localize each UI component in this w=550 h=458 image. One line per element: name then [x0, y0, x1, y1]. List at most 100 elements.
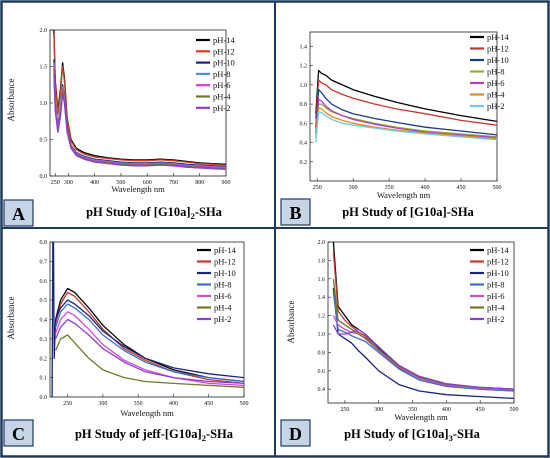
y-tick-label: 0.2 — [300, 160, 308, 166]
series-line-ph-2 — [55, 318, 244, 385]
x-tick-label: 250 — [51, 180, 60, 186]
legend-entry: pH-10 — [487, 55, 509, 65]
chart-panel-c: 250 300 350 400 450 500 0.0 0.1 0.2 0.3 0.4 0.5 0.6 0… — [3, 240, 249, 447]
x-tick-label: 250 — [340, 407, 349, 413]
legend-entry: pH-4 — [487, 90, 505, 100]
legend-entry: pH-4 — [214, 303, 232, 313]
y-tick-label: 1.0 — [40, 101, 48, 107]
y-tick-label: 1.8 — [318, 258, 326, 264]
legend-entry: pH-14 — [487, 245, 509, 255]
legend-entry: pH-2 — [214, 314, 231, 324]
x-tick-label: 500 — [510, 407, 519, 413]
series-line-ph-12 — [315, 79, 497, 126]
y-tick-label: 1.4 — [318, 295, 326, 301]
panel-label: A — [12, 204, 25, 224]
x-tick-label: 400 — [169, 401, 178, 407]
y-tick-label: 2.0 — [40, 28, 48, 34]
series-line-ph-6 — [315, 98, 497, 139]
x-tick-label: 600 — [143, 180, 152, 186]
legend-entry: pH-2 — [487, 314, 504, 324]
legend-entry: pH-12 — [213, 46, 235, 56]
x-tick-label: 350 — [408, 407, 417, 413]
legend-entry: pH-12 — [487, 257, 509, 267]
x-tick-label: 400 — [90, 180, 99, 186]
x-tick-label: 500 — [240, 401, 249, 407]
y-tick-label: 1.0 — [318, 332, 326, 338]
series-line-ph-4 — [55, 334, 244, 388]
legend-entry: pH-14 — [487, 32, 509, 42]
x-tick-label: 450 — [457, 185, 466, 191]
y-tick-label: 0.6 — [300, 121, 308, 127]
y-axis-label: Absorbance — [286, 301, 296, 344]
y-tick-label: 0.8 — [318, 350, 326, 356]
x-tick-label: 450 — [204, 401, 213, 407]
legend-entry: pH-6 — [213, 80, 230, 90]
x-tick-label: 250 — [63, 401, 72, 407]
legend-entry: pH-2 — [487, 101, 504, 111]
legend-entry: pH-14 — [213, 35, 235, 45]
series-line-ph-8 — [332, 292, 514, 392]
y-tick-label: 1.5 — [40, 65, 48, 71]
series-line-ph-10 — [51, 242, 244, 397]
panel-caption: pH Study of [G10a]3-SHa — [344, 427, 481, 443]
legend-entry: pH-6 — [214, 291, 231, 301]
series-line-ph-4 — [315, 107, 497, 140]
chart-panel-a: 250 300 400 500 600 700 800 900 0.0 0.5 1.0 1.5 2.0 W… — [3, 28, 235, 227]
series-line-ph-14 — [315, 69, 497, 123]
y-tick-label: 0.2 — [40, 356, 48, 362]
series-line-ph-14 — [54, 287, 244, 383]
x-tick-label: 800 — [195, 180, 204, 186]
y-tick-label: 0.7 — [40, 259, 48, 265]
legend-entry: pH-4 — [487, 303, 505, 313]
legend-entry: pH-14 — [214, 245, 236, 255]
y-tick-label: 0.5 — [40, 298, 48, 304]
x-tick-label: 350 — [385, 185, 394, 191]
x-tick-label: 300 — [374, 407, 383, 413]
legend-entry: pH-4 — [213, 92, 231, 102]
chart-panel-b: 250 300 350 400 450 500 0.2 0.4 0.6 0.8 1.0 1.2 1.4 W… — [280, 31, 509, 226]
panel-badge — [280, 419, 311, 447]
x-tick-label: 450 — [476, 407, 485, 413]
panel-badge — [3, 419, 34, 447]
x-axis-label: Wavelength nm — [120, 408, 174, 418]
legend-entry: pH-10 — [214, 268, 236, 278]
panel-caption: pH Study of jeff-[G10a]2-SHa — [75, 427, 234, 443]
x-axis-label: Wavelength nm — [111, 184, 165, 194]
y-tick-label: 1.2 — [318, 314, 326, 320]
legend-entry: pH-8 — [487, 67, 504, 77]
x-tick-label: 300 — [98, 401, 107, 407]
series-line-ph-12 — [53, 33, 226, 166]
y-tick-label: 0.4 — [318, 387, 326, 393]
x-tick-label: 900 — [222, 180, 231, 186]
y-axis-label: Absorbance — [6, 297, 16, 340]
series-line-ph-10 — [315, 89, 497, 136]
x-axis-label: Wavelength nm — [377, 190, 431, 200]
series-line-ph-6 — [332, 315, 514, 391]
x-tick-label: 300 — [64, 180, 73, 186]
series-line-ph-2 — [315, 111, 497, 143]
y-tick-label: 1.4 — [300, 44, 308, 50]
y-axis-label: Absorbance — [6, 79, 16, 122]
series-line-ph-10 — [332, 287, 514, 400]
legend-entry: pH-2 — [213, 103, 230, 113]
x-tick-label: 500 — [493, 185, 502, 191]
y-tick-label: 0.0 — [40, 395, 48, 401]
panel-badge — [280, 198, 311, 226]
x-tick-label: 500 — [116, 180, 125, 186]
y-tick-label: 0.1 — [40, 376, 48, 382]
x-tick-label: 700 — [169, 180, 178, 186]
series-line-ph-2 — [53, 73, 226, 171]
y-tick-label: 0.4 — [300, 141, 308, 147]
plot-area — [309, 31, 498, 182]
y-tick-label: 0.6 — [318, 369, 326, 375]
y-tick-label: 0.8 — [40, 240, 48, 246]
x-tick-label: 400 — [442, 407, 451, 413]
panel-caption: pH Study of [G10a]-SHa — [342, 205, 474, 219]
panel-caption: pH Study of [G10a]2-SHa — [86, 205, 223, 221]
y-tick-label: 0.4 — [40, 318, 48, 324]
legend-entry: pH-8 — [487, 280, 504, 290]
y-tick-label: 0.8 — [300, 102, 308, 108]
legend-entry: pH-12 — [214, 257, 236, 267]
